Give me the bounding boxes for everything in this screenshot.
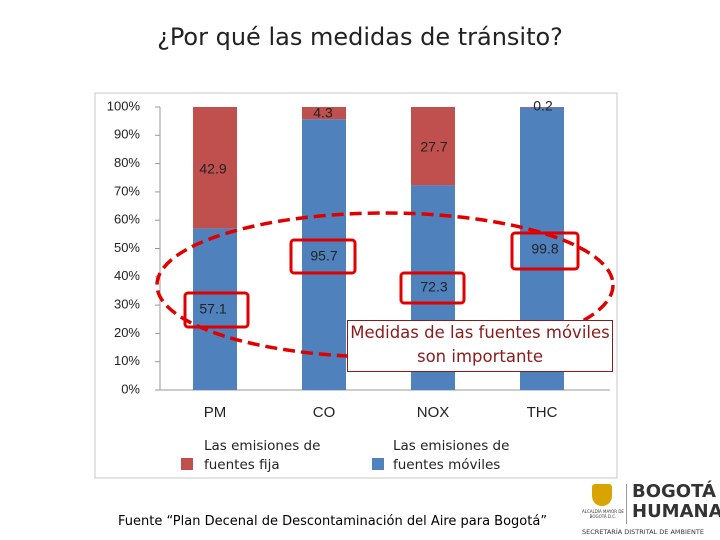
logo-mayor: ALCALDÍA MAYOR DE BOGOTÁ D.C. [582,509,624,519]
bar-segment [411,107,455,186]
bar-segment [193,107,237,229]
legend-swatch [181,458,193,470]
data-label: 42.9 [199,161,226,177]
bar-segment [193,228,237,390]
logo-brand-top: BOGOTÁ [632,481,716,502]
logo-divider [626,484,627,524]
x-tick-label: PM [204,404,227,421]
logo-brand-bottom: HUMANA [632,501,720,522]
logo-shield [592,484,612,506]
y-tick-label: 80% [114,155,140,170]
legend-swatch [372,458,384,470]
y-tick-label: 90% [114,127,140,142]
legend-label: Las emisiones de fuentes móviles [393,438,510,473]
data-label: 0.2 [533,98,553,114]
data-label: 27.7 [420,139,447,155]
y-tick-label: 100% [107,98,141,113]
y-tick-label: 10% [114,353,140,368]
highlight-ellipse [155,211,615,359]
source-note: Fuente “Plan Decenal de Descontaminación… [118,514,548,529]
logo-office: SECRETARÍA DISTRITAL DE AMBIENTE [582,528,704,536]
annotation: Medidas de las fuentes móviles son impor… [347,320,613,372]
logo: ALCALDÍA MAYOR DE BOGOTÁ D.C. BOGOTÁ HUM… [582,482,720,538]
y-tick-label: 40% [114,268,140,283]
y-tick-label: 20% [114,325,140,340]
y-tick-label: 70% [114,183,140,198]
highlight-box [510,231,580,271]
y-tick-label: 50% [114,240,140,255]
bar-segment [520,107,564,108]
data-label: 57.1 [199,301,226,317]
legend-label: Las emisiones de fuentes fija [204,438,321,473]
y-tick-label: 30% [114,297,140,312]
bar-segment [302,119,346,390]
data-label: 4.3 [313,105,333,121]
x-tick-label: THC [527,404,558,421]
y-tick-label: 0% [121,381,140,396]
slide-title: ¿Por qué las medidas de tránsito? [157,23,563,51]
data-label: 72.3 [420,279,447,295]
y-tick-label: 60% [114,212,140,227]
x-tick-label: NOX [417,404,450,421]
x-tick-label: CO [313,404,336,421]
highlight-box [399,271,466,305]
data-label: 95.7 [310,248,337,264]
bar-segment [302,107,346,120]
highlight-box [183,291,250,329]
data-label: 99.8 [531,241,558,257]
highlight-box [289,238,357,275]
